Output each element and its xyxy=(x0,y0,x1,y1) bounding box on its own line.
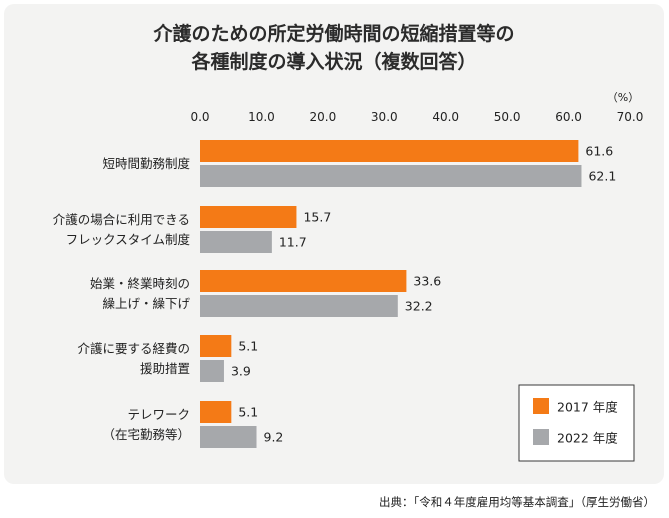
category-label: フレックスタイム制度 xyxy=(66,232,191,247)
x-tick-label: 30.0 xyxy=(371,110,398,124)
x-tick-label: 40.0 xyxy=(432,110,459,124)
bar xyxy=(200,295,398,317)
bar xyxy=(200,270,407,292)
x-tick-label: 50.0 xyxy=(494,110,521,124)
legend-swatch xyxy=(533,429,549,445)
category-label: 援助措置 xyxy=(140,361,190,376)
x-tick-label: 60.0 xyxy=(555,110,582,124)
bar-chart: 介護のための所定労働時間の短縮措置等の 各種制度の導入状況（複数回答） （%） … xyxy=(53,22,643,462)
bar-value-label: 32.2 xyxy=(405,299,433,314)
bars: 61.6 62.1 15.7 11.7 33.6 32.2 5.1 3.9 5.1 9.2 xyxy=(200,140,616,448)
x-tick-label: 10.0 xyxy=(248,110,275,124)
bar xyxy=(200,206,297,228)
legend-label: 2017 年度 xyxy=(557,400,618,415)
bar-value-label: 11.7 xyxy=(279,235,307,250)
bar-value-label: 3.9 xyxy=(231,364,251,379)
bar-value-label: 5.1 xyxy=(238,405,258,420)
category-label: （在宅勤務等） xyxy=(102,427,190,442)
x-tick-label: 70.0 xyxy=(617,110,644,124)
x-axis-ticks: 0.0 10.0 20.0 30.0 40.0 50.0 60.0 70.0 xyxy=(190,110,643,124)
bar-value-label: 5.1 xyxy=(238,339,258,354)
bar xyxy=(200,140,579,162)
chart-title-line-2: 各種制度の導入状況（複数回答） xyxy=(190,50,476,73)
legend-label: 2022 年度 xyxy=(557,431,618,446)
x-tick-label: 0.0 xyxy=(190,110,209,124)
legend: 2017 年度 2022 年度 xyxy=(518,384,635,462)
bar-value-label: 9.2 xyxy=(264,430,284,445)
unit-label: （%） xyxy=(607,91,639,104)
x-tick-label: 20.0 xyxy=(309,110,336,124)
category-label: 介護に要する経費の xyxy=(77,341,190,356)
bar xyxy=(200,231,272,253)
source-note: 出典：「令和４年度雇用均等基本調査」（厚生労働省） xyxy=(379,495,655,509)
bar-value-label: 33.6 xyxy=(413,274,441,289)
category-label: 短時間勤務制度 xyxy=(102,156,190,171)
bar-value-label: 61.6 xyxy=(585,144,613,159)
bar xyxy=(200,401,232,423)
legend-swatch xyxy=(533,398,549,414)
chart-title: 介護のための所定労働時間の短縮措置等の 各種制度の導入状況（複数回答） xyxy=(152,22,514,73)
bar-value-label: 62.1 xyxy=(588,169,616,184)
chart-title-line-1: 介護のための所定労働時間の短縮措置等の xyxy=(152,22,514,45)
bar xyxy=(200,360,224,382)
category-label: 介護の場合に利用できる xyxy=(53,212,190,227)
bar xyxy=(200,165,582,187)
category-label: 始業・終業時刻の xyxy=(90,276,190,291)
category-label: 繰上げ・繰下げ xyxy=(102,296,190,311)
legend-box xyxy=(518,384,635,462)
bar xyxy=(200,335,232,357)
category-label: テレワーク xyxy=(127,407,190,422)
chart-panel: 介護のための所定労働時間の短縮措置等の 各種制度の導入状況（複数回答） （%） … xyxy=(4,4,664,484)
category-labels: 短時間勤務制度介護の場合に利用できるフレックスタイム制度始業・終業時刻の繰上げ・… xyxy=(53,156,191,442)
bar-value-label: 15.7 xyxy=(303,210,331,225)
bar xyxy=(200,426,257,448)
